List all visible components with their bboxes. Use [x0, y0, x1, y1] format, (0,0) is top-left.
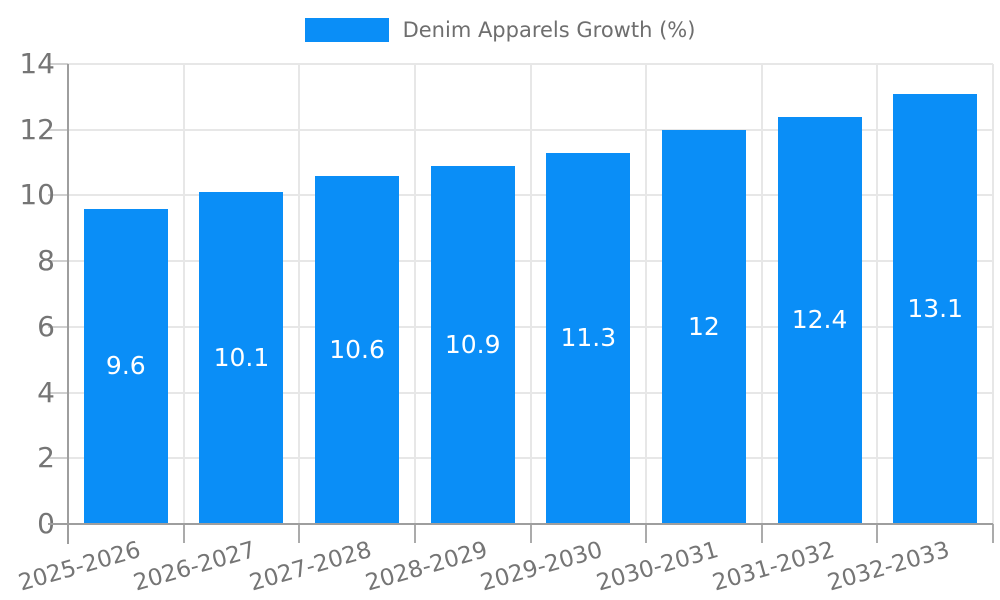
bar-value-label: 12.4	[791, 305, 848, 335]
y-axis-tick	[48, 391, 68, 394]
bar	[315, 175, 400, 524]
bar-value-label: 11.3	[560, 323, 617, 353]
bar	[83, 208, 168, 524]
legend-label: Denim Apparels Growth (%)	[402, 18, 696, 42]
plot-area: 9.6 10.1 10.6 10.9 11.3 12 12.4 13.1	[48, 63, 994, 544]
y-axis-tick-label: 12	[19, 112, 55, 146]
x-axis-tick	[876, 524, 879, 543]
chart-legend: Denim Apparels Growth (%)	[0, 18, 1000, 42]
bar	[777, 116, 862, 524]
x-gridline	[182, 64, 185, 524]
bar	[661, 129, 746, 524]
y-axis-tick	[48, 63, 68, 65]
y-axis-line	[67, 64, 69, 544]
bar	[546, 152, 631, 524]
x-gridline	[876, 64, 879, 524]
y-axis-tick	[48, 260, 68, 263]
y-axis-tick	[48, 325, 68, 328]
y-axis-tick	[48, 194, 68, 197]
x-gridline	[529, 64, 532, 524]
x-gridline	[298, 64, 301, 524]
x-axis-tick	[298, 524, 301, 543]
y-axis-tick-label: 10	[19, 178, 55, 212]
bar	[199, 192, 284, 524]
y-axis-tick-label: 6	[37, 309, 55, 343]
y-axis-tick-label: 14	[19, 47, 55, 80]
x-axis-tick	[992, 524, 994, 543]
x-axis-line	[48, 523, 993, 525]
bar-value-label: 10.1	[213, 343, 270, 373]
x-axis-tick	[760, 524, 763, 543]
y-axis-tick-label: 4	[37, 375, 55, 409]
y-axis-tick	[48, 457, 68, 460]
x-gridline	[645, 64, 648, 524]
x-gridline	[992, 64, 994, 524]
bar-value-label: 10.6	[329, 334, 385, 364]
y-axis-tick-label: 0	[37, 507, 55, 540]
bar-value-label: 9.6	[105, 351, 146, 381]
x-axis-tick	[182, 524, 185, 543]
y-axis-tick	[48, 128, 68, 131]
x-axis-tick	[645, 524, 648, 543]
bar	[430, 165, 515, 524]
bar-value-label: 10.9	[444, 329, 501, 359]
x-gridline	[760, 64, 763, 524]
bar-value-label: 13.1	[907, 293, 964, 323]
x-axis-tick	[413, 524, 416, 543]
legend-swatch-icon	[304, 18, 389, 42]
bar	[893, 93, 978, 524]
x-gridline	[413, 64, 416, 524]
y-axis-tick-label: 8	[37, 244, 55, 278]
bar-value-label: 12	[688, 311, 720, 341]
x-axis-tick	[529, 524, 532, 543]
y-axis-tick-label: 2	[37, 441, 55, 475]
